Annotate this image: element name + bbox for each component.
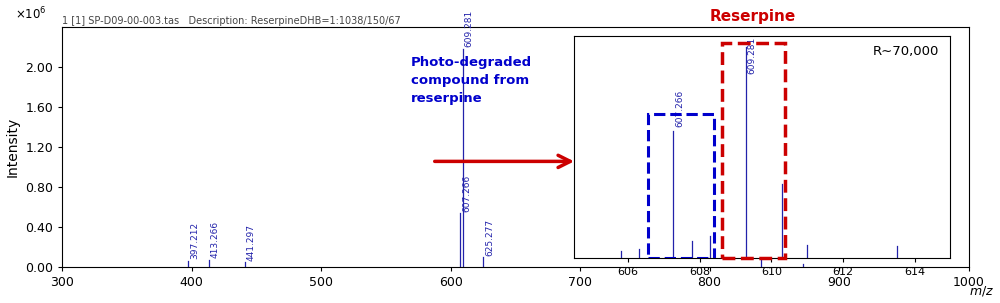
Text: 413.266: 413.266	[211, 221, 220, 258]
Text: $m/z$: $m/z$	[969, 284, 995, 298]
Text: 441.297: 441.297	[247, 224, 256, 261]
Text: 397.212: 397.212	[190, 222, 199, 259]
Text: Photo-degraded
compound from
reserpine: Photo-degraded compound from reserpine	[411, 56, 532, 105]
Y-axis label: Intensity: Intensity	[6, 117, 20, 177]
Text: 1 [1] SP-D09-00-003.tas   Description: ReserpineDHB=1:1038/150/67: 1 [1] SP-D09-00-003.tas Description: Res…	[62, 16, 401, 26]
Text: Reserpine: Reserpine	[710, 9, 796, 25]
Text: 625.277: 625.277	[485, 218, 494, 256]
Text: 609.281: 609.281	[465, 10, 474, 47]
Text: $\times10^6$: $\times10^6$	[15, 5, 47, 22]
Text: 607.266: 607.266	[462, 174, 471, 211]
